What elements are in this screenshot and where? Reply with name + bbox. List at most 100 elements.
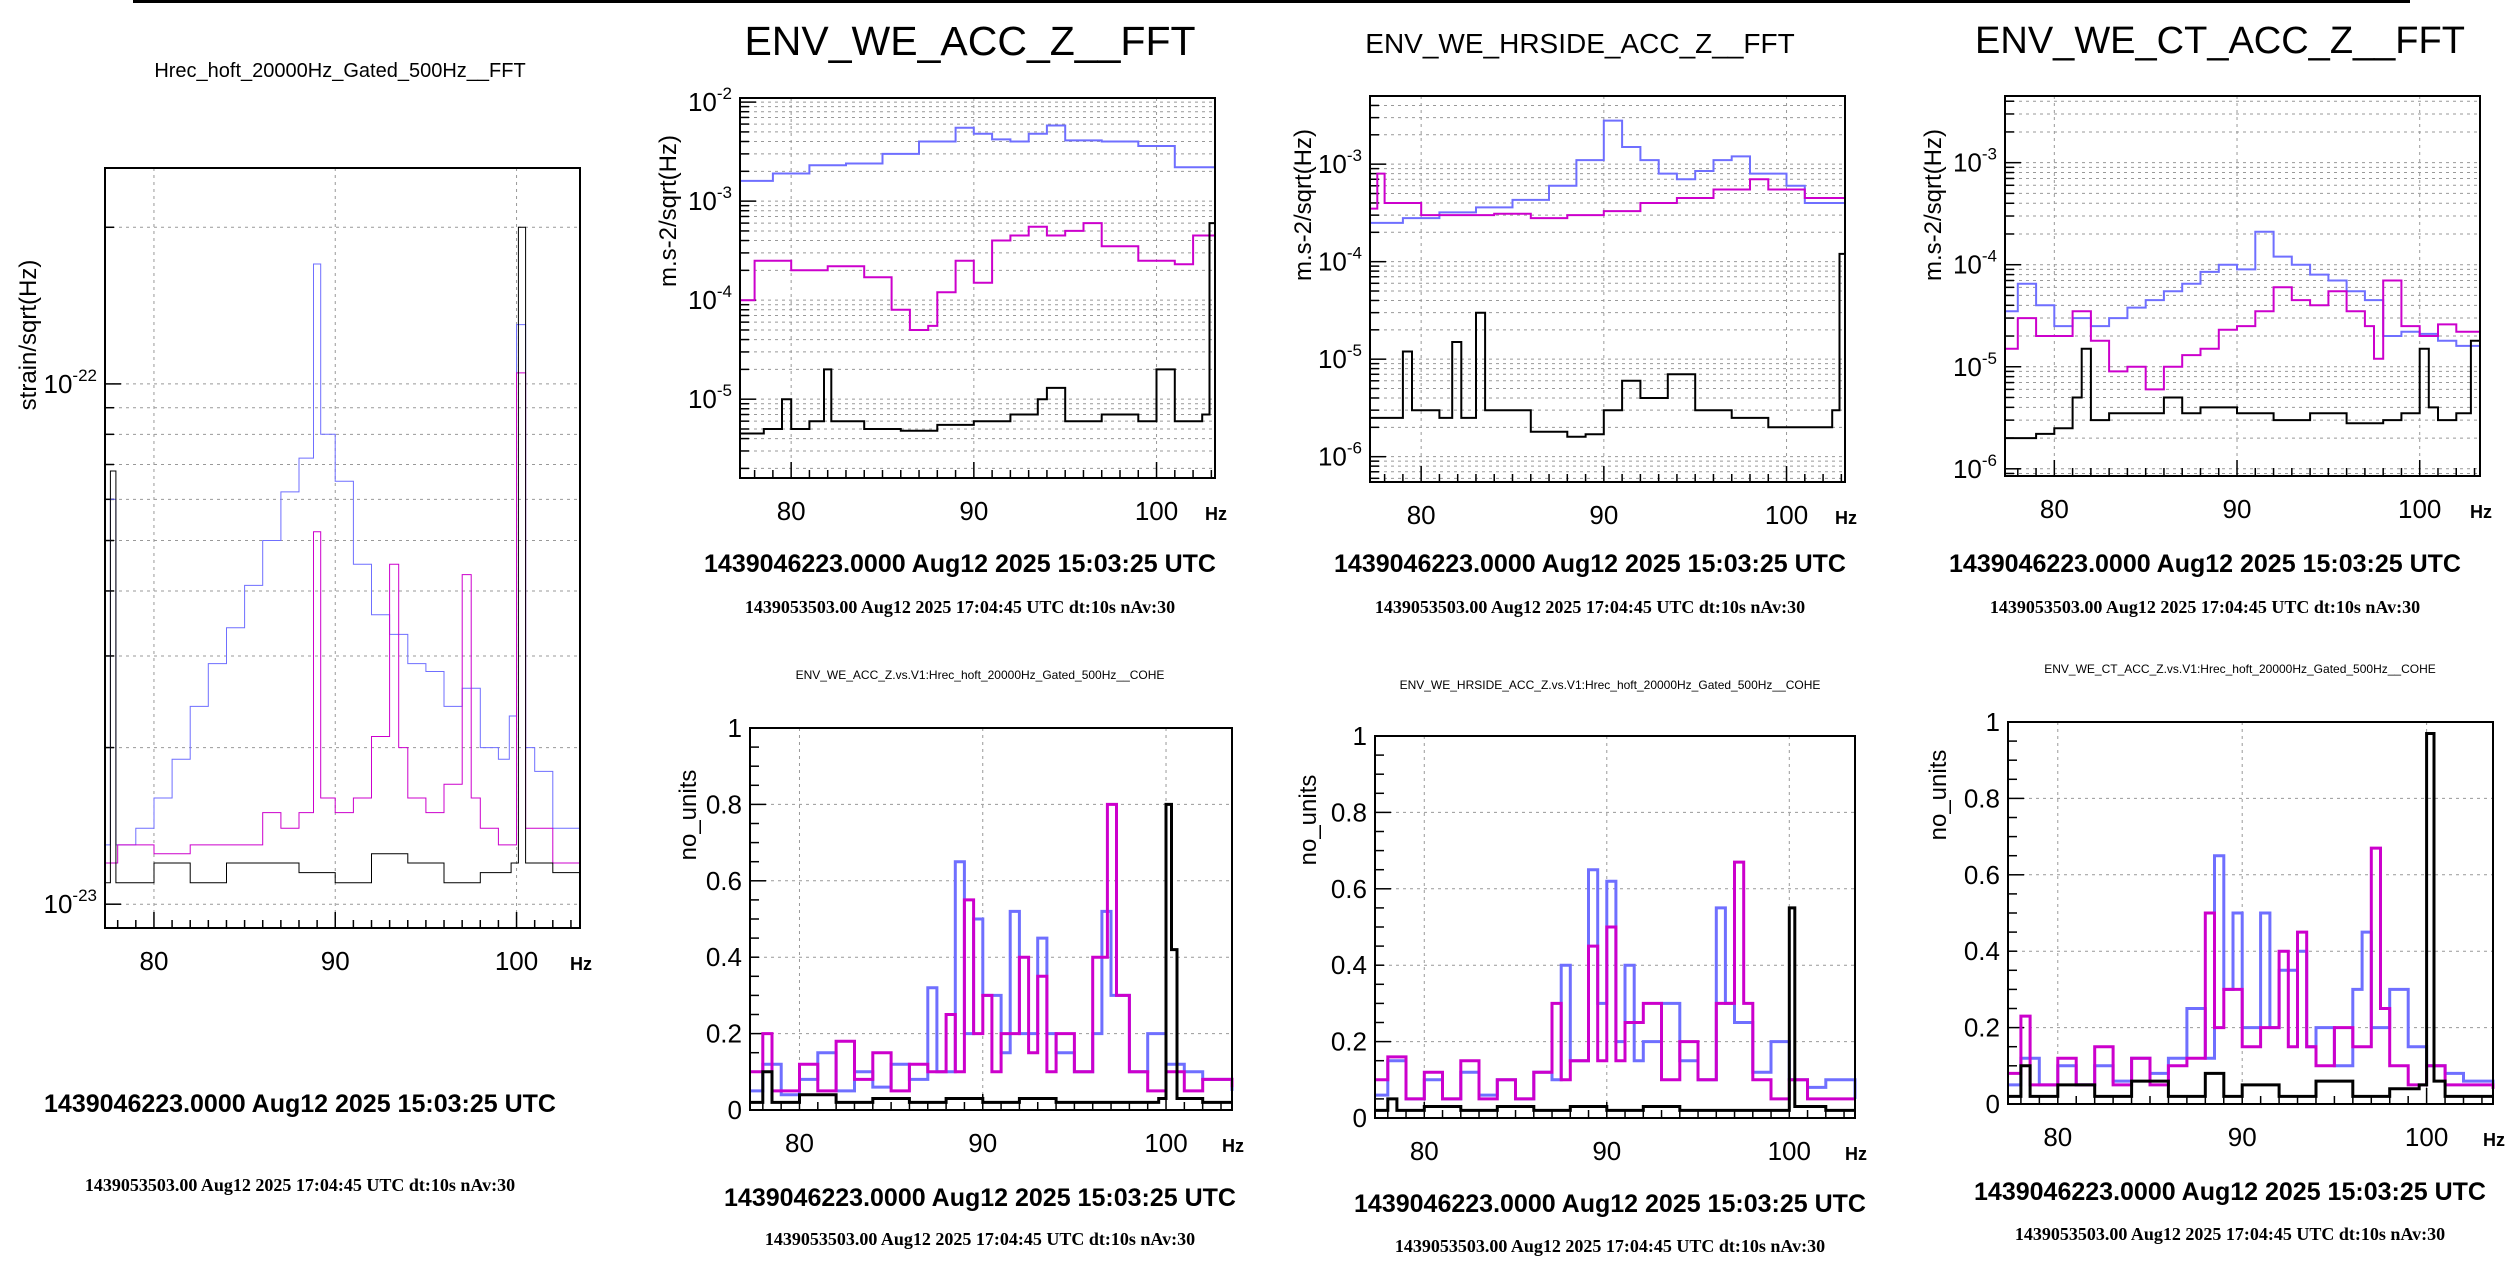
chart-title: ENV_WE_ACC_Z.vs.V1:Hrec_hoft_20000Hz_Gat… [795,668,1165,682]
y-tick-exponent: -5 [1982,349,1997,368]
y-tick-label: 0.6 [1964,860,2000,890]
y-tick-label: 10-3 [1953,145,1997,178]
utc-sub-label: 1439053503.00 Aug12 2025 17:04:45 UTC dt… [84,1175,516,1195]
y-tick-base: 10 [1953,250,1982,280]
utc-main-label: 1439046223.0000 Aug12 2025 15:03:25 UTC [724,1184,1236,1212]
x-tick-label: 80 [785,1128,814,1158]
y-tick-label: 10-4 [1318,244,1362,277]
x-tick-label: 80 [2043,1122,2072,1152]
y-tick-label: 0.8 [1964,783,2000,813]
series-line [1370,252,1846,438]
chart-title: ENV_WE_ACC_Z__FFT [744,18,1196,64]
y-tick-label: 0.8 [1331,797,1367,827]
plot-frame [1374,735,1856,1119]
plot-frame [2004,95,2481,477]
utc-main-label: 1439046223.0000 Aug12 2025 15:03:25 UTC [1354,1190,1866,1218]
y-tick-label: 10-4 [1953,247,1997,280]
plot-frame [749,727,1233,1111]
y-tick-label: 0 [1986,1089,2000,1119]
plot-frame [1369,95,1846,483]
y-tick-label: 0 [1353,1103,1367,1133]
x-axis-label: Hz [1222,1136,1244,1156]
y-tick-base: 10 [688,384,717,414]
series-line [1370,172,1846,220]
utc-sub-label: 1439053503.00 Aug12 2025 17:04:45 UTC dt… [2014,1224,2446,1244]
series-line [740,222,1216,331]
x-axis-label: Hz [1835,508,1857,528]
y-tick-base: 10 [1953,454,1982,484]
y-tick-label: 10-6 [1318,439,1362,472]
y-tick-label: 1 [1353,721,1367,751]
series-line [2005,279,2481,391]
y-tick-label: 0.6 [1331,874,1367,904]
y-tick-exponent: -6 [1347,439,1362,458]
x-tick-label: 90 [968,1128,997,1158]
series-line [105,372,581,883]
utc-sub-label: 1439053503.00 Aug12 2025 17:04:45 UTC dt… [764,1229,1196,1249]
x-tick-label: 80 [777,496,806,526]
y-tick-exponent: -23 [72,886,97,905]
y-tick-label: 0 [728,1095,742,1125]
y-tick-base: 10 [1318,149,1347,179]
y-tick-label: 0.8 [706,789,742,819]
series-line [750,802,1232,1104]
y-tick-exponent: -3 [717,183,732,202]
y-tick-label: 10-4 [688,282,732,315]
x-tick-label: 100 [495,946,538,976]
utc-main-label: 1439046223.0000 Aug12 2025 15:03:25 UTC [1334,550,1846,578]
y-tick-label: 0.2 [706,1019,742,1049]
y-tick-exponent: -4 [717,282,732,301]
series-line [2008,854,2495,1089]
plot-we-ct-cohe: 80 90 100 Hz 0 0.2 0.4 0.6 0.8 1 [1964,707,2505,1152]
utc-main-label: 1439046223.0000 Aug12 2025 15:03:25 UTC [1949,550,2461,578]
series-line [2005,339,2481,440]
y-tick-base: 10 [1318,247,1347,277]
series-line [740,124,1216,182]
plot-frame [739,97,1216,479]
chart-title: ENV_WE_CT_ACC_Z__FFT [1975,20,2465,62]
y-tick-exponent: -2 [717,84,732,103]
y-tick-base: 10 [44,889,73,919]
x-tick-label: 100 [2405,1122,2448,1152]
y-tick-exponent: -5 [717,381,732,400]
series-line [2005,230,2481,347]
y-tick-label: 1 [728,713,742,743]
y-tick-exponent: -22 [72,366,97,385]
x-tick-label: 90 [2228,1122,2257,1152]
series-line [1375,860,1855,1101]
series-line [105,263,581,846]
chart-title: ENV_WE_HRSIDE_ACC_Z__FFT [1365,28,1795,59]
y-tick-label: 10-5 [1318,341,1362,374]
x-tick-label: 100 [1135,496,1178,526]
y-tick-label: 0.4 [1331,950,1367,980]
y-tick-label: 0.6 [706,866,742,896]
chart-title: Hrec_hoft_20000Hz_Gated_500Hz__FFT [154,60,526,82]
x-tick-label: 80 [1410,1136,1439,1166]
chart-title: ENV_WE_HRSIDE_ACC_Z.vs.V1:Hrec_hoft_2000… [1399,678,1821,692]
y-tick-label: 10-3 [688,183,732,216]
y-tick-base: 10 [1318,344,1347,374]
x-tick-label: 100 [1144,1128,1187,1158]
y-tick-exponent: -3 [1347,146,1362,165]
y-tick-label: 10-2 [688,84,732,117]
x-tick-label: 90 [321,946,350,976]
plot-frame [104,167,581,929]
y-tick-label: 10-3 [1318,146,1362,179]
utc-main-label: 1439046223.0000 Aug12 2025 15:03:25 UTC [704,550,1216,578]
y-tick-label: 10-5 [1953,349,1997,382]
x-axis-label: Hz [2483,1130,2505,1150]
x-tick-label: 90 [959,496,988,526]
utc-main-label: 1439046223.0000 Aug12 2025 15:03:25 UTC [44,1090,556,1118]
x-tick-label: 90 [2223,494,2252,524]
x-axis-label: Hz [2470,502,2492,522]
y-tick-exponent: -4 [1347,244,1362,263]
y-tick-label: 0.4 [706,942,742,972]
series-line [2008,732,2493,1098]
top-rule [133,0,2410,3]
x-tick-label: 90 [1589,500,1618,530]
y-tick-label: 10-22 [44,366,98,399]
y-tick-base: 10 [1318,442,1347,472]
x-tick-label: 80 [1407,500,1436,530]
